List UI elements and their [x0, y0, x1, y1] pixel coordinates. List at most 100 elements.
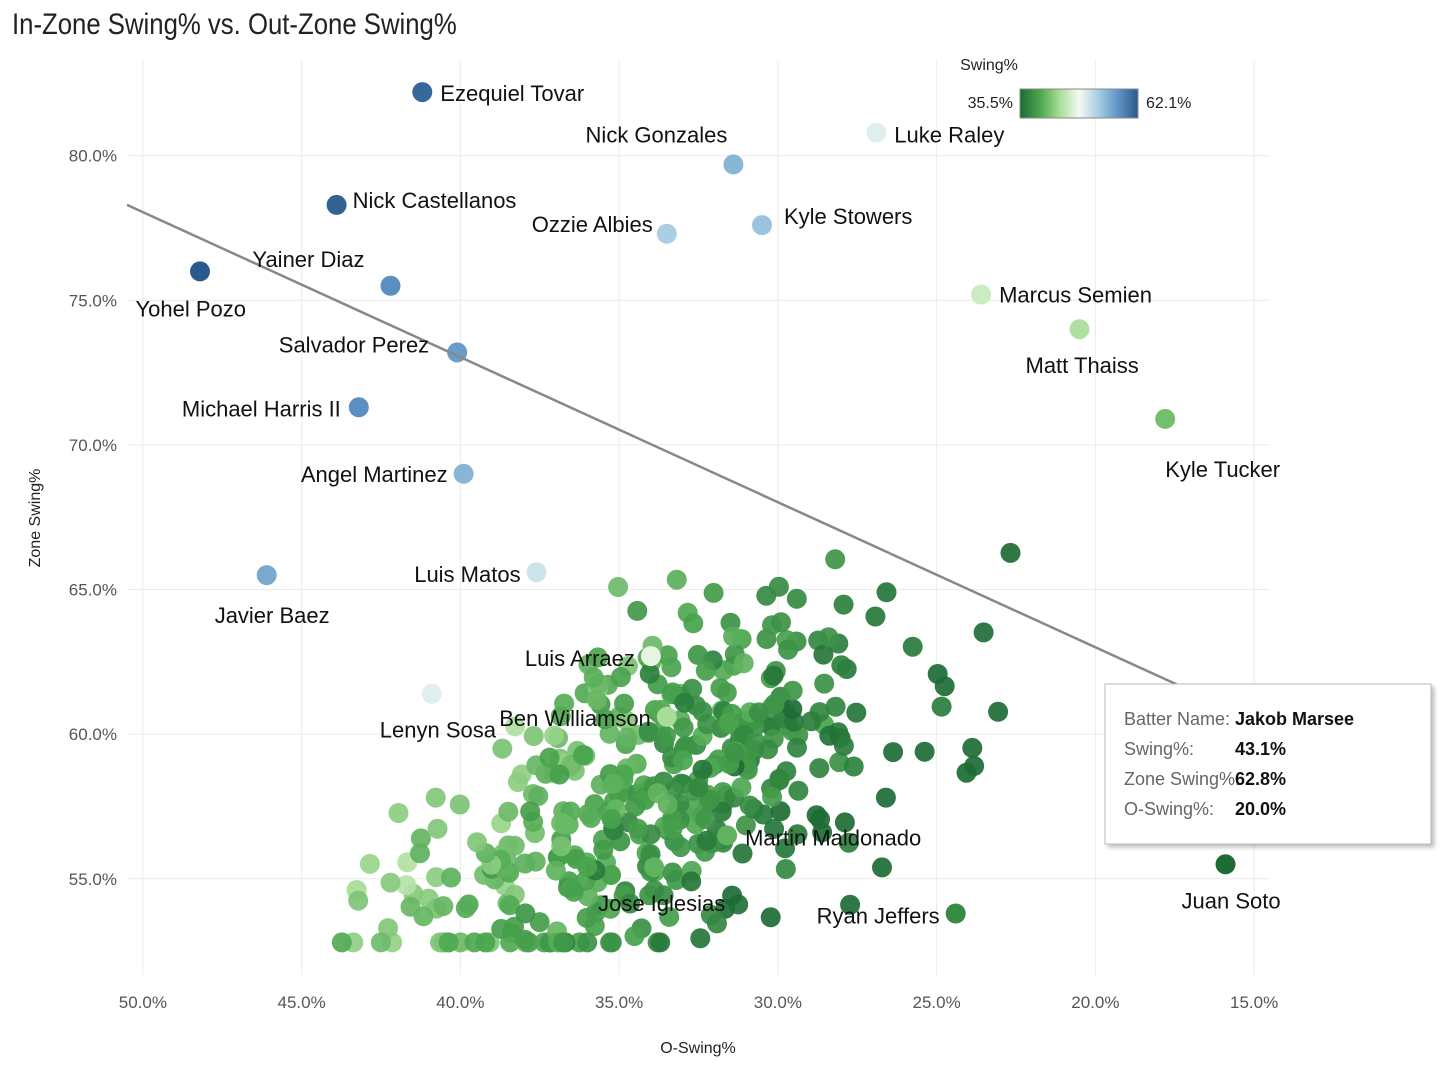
- data-point-labeled[interactable]: [421, 683, 442, 704]
- data-point[interactable]: [601, 932, 622, 953]
- data-point[interactable]: [695, 660, 716, 681]
- data-point-labeled[interactable]: [656, 706, 677, 727]
- data-point[interactable]: [764, 818, 785, 839]
- data-point[interactable]: [539, 747, 560, 768]
- data-point[interactable]: [731, 777, 752, 798]
- data-point[interactable]: [653, 885, 674, 906]
- data-point[interactable]: [400, 896, 421, 917]
- data-point[interactable]: [748, 702, 769, 723]
- data-point[interactable]: [359, 853, 380, 874]
- data-point[interactable]: [475, 932, 496, 953]
- data-point[interactable]: [348, 890, 369, 911]
- data-point[interactable]: [627, 600, 648, 621]
- data-point[interactable]: [514, 929, 535, 950]
- data-point[interactable]: [433, 896, 454, 917]
- data-point[interactable]: [692, 701, 713, 722]
- data-point[interactable]: [762, 786, 783, 807]
- data-point[interactable]: [553, 932, 574, 953]
- data-point[interactable]: [441, 867, 461, 888]
- data-point[interactable]: [786, 588, 807, 609]
- data-point[interactable]: [410, 843, 430, 864]
- data-point[interactable]: [696, 830, 717, 851]
- data-point[interactable]: [782, 699, 803, 719]
- data-point[interactable]: [776, 761, 797, 782]
- data-point-labeled[interactable]: [717, 825, 738, 846]
- data-point[interactable]: [840, 894, 861, 915]
- data-point[interactable]: [782, 680, 803, 701]
- data-point[interactable]: [528, 786, 549, 806]
- data-point[interactable]: [600, 864, 621, 885]
- data-point[interactable]: [659, 906, 680, 927]
- data-point[interactable]: [695, 809, 716, 829]
- data-point[interactable]: [499, 895, 520, 916]
- data-point[interactable]: [690, 928, 711, 949]
- data-point[interactable]: [876, 582, 897, 603]
- data-point[interactable]: [733, 653, 754, 674]
- data-point[interactable]: [449, 794, 470, 815]
- data-point[interactable]: [735, 815, 756, 836]
- data-point[interactable]: [555, 814, 575, 835]
- data-point[interactable]: [544, 725, 565, 746]
- data-point-labeled[interactable]: [256, 565, 277, 586]
- data-point[interactable]: [723, 626, 744, 647]
- data-point[interactable]: [370, 932, 391, 953]
- data-point-labeled[interactable]: [326, 194, 347, 215]
- data-point[interactable]: [505, 716, 526, 737]
- data-point[interactable]: [673, 717, 694, 738]
- data-point[interactable]: [722, 885, 743, 906]
- data-point[interactable]: [620, 893, 641, 914]
- data-point[interactable]: [931, 696, 952, 717]
- data-point-labeled[interactable]: [453, 463, 474, 484]
- data-point[interactable]: [507, 772, 528, 792]
- data-point[interactable]: [787, 824, 808, 845]
- data-point-labeled[interactable]: [945, 903, 966, 924]
- data-point[interactable]: [732, 843, 753, 864]
- data-point-labeled[interactable]: [752, 215, 772, 236]
- data-point[interactable]: [846, 702, 867, 723]
- data-point[interactable]: [778, 639, 799, 660]
- data-point[interactable]: [624, 926, 645, 947]
- data-point[interactable]: [973, 622, 994, 643]
- data-point[interactable]: [716, 682, 737, 703]
- data-point[interactable]: [563, 881, 584, 902]
- data-point[interactable]: [595, 709, 616, 730]
- data-point[interactable]: [831, 655, 852, 676]
- data-point[interactable]: [674, 692, 695, 713]
- data-point[interactable]: [410, 828, 431, 849]
- data-point[interactable]: [603, 773, 624, 794]
- data-point[interactable]: [813, 644, 834, 665]
- data-point[interactable]: [703, 582, 724, 603]
- data-point[interactable]: [883, 742, 904, 763]
- data-point[interactable]: [962, 737, 983, 758]
- data-point[interactable]: [739, 795, 760, 816]
- data-point-labeled[interactable]: [971, 284, 992, 305]
- data-point[interactable]: [825, 696, 846, 717]
- data-point[interactable]: [787, 737, 807, 758]
- data-point[interactable]: [593, 839, 614, 860]
- data-point[interactable]: [583, 667, 604, 688]
- data-point[interactable]: [638, 721, 659, 742]
- data-point[interactable]: [578, 804, 599, 824]
- data-point[interactable]: [577, 932, 598, 953]
- data-point[interactable]: [956, 762, 977, 783]
- data-point-labeled[interactable]: [412, 82, 433, 103]
- data-point[interactable]: [934, 676, 955, 697]
- data-point[interactable]: [692, 759, 713, 780]
- data-point[interactable]: [627, 818, 648, 839]
- data-point-labeled[interactable]: [656, 223, 677, 244]
- data-point[interactable]: [666, 569, 687, 590]
- data-point[interactable]: [647, 783, 668, 804]
- data-point-labeled[interactable]: [526, 562, 547, 583]
- data-point[interactable]: [707, 913, 727, 934]
- data-point[interactable]: [639, 663, 660, 684]
- data-point[interactable]: [573, 745, 593, 765]
- data-point-labeled[interactable]: [380, 275, 401, 296]
- data-point[interactable]: [550, 706, 571, 727]
- data-point[interactable]: [688, 777, 709, 798]
- data-point[interactable]: [655, 726, 676, 746]
- data-point[interactable]: [687, 644, 708, 665]
- data-point[interactable]: [838, 832, 859, 853]
- data-point[interactable]: [809, 758, 830, 779]
- data-point[interactable]: [515, 853, 535, 874]
- data-point-labeled[interactable]: [1215, 854, 1236, 875]
